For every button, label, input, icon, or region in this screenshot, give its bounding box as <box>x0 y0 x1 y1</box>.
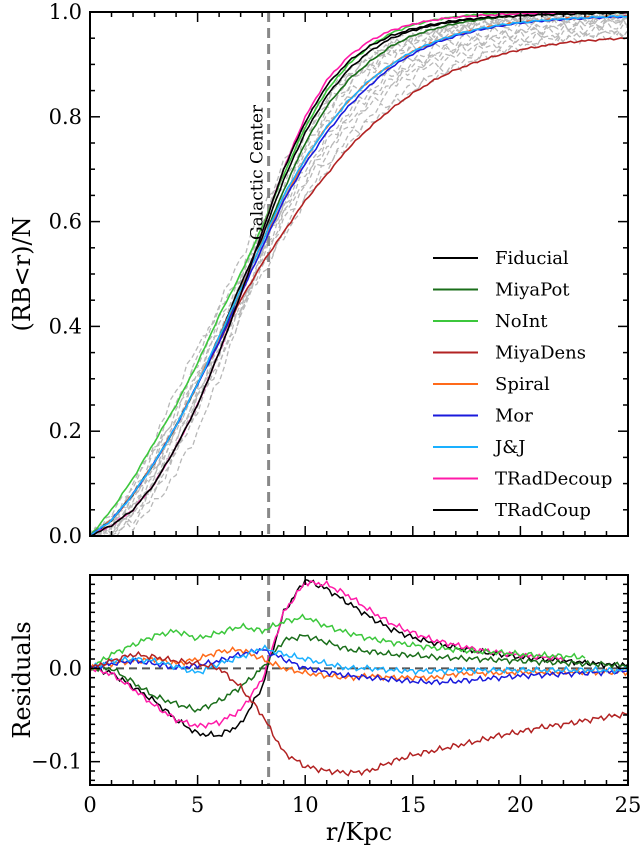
y-tick-label: 1.0 <box>49 0 82 24</box>
background-sample-line <box>89 10 629 533</box>
y-tick-label: 0.4 <box>49 314 82 338</box>
x-tick-label: 15 <box>399 793 426 817</box>
legend-label: Spiral <box>495 374 550 395</box>
background-sample-line <box>89 11 629 537</box>
background-sample-line <box>89 19 629 537</box>
y-tick-label: −0.1 <box>31 750 82 774</box>
series-line-tradcoup <box>89 11 629 537</box>
y-tick-label: 0.2 <box>49 419 82 443</box>
legend: Fiducial MiyaPot NoInt MiyaDens Spiral Mor J&J… <box>433 248 612 521</box>
x-tick-label: 5 <box>191 793 204 817</box>
legend-label: TRadCoup <box>495 500 591 521</box>
y-tick-label: 0.6 <box>49 210 82 234</box>
legend-label: MiyaPot <box>495 280 570 301</box>
x-axis-title: r/Kpc <box>326 818 392 846</box>
legend-label: MiyaDens <box>495 343 586 364</box>
y-tick-label: 0.0 <box>49 656 82 680</box>
legend-label: TRadDecoup <box>495 469 612 490</box>
residual-series-lines <box>89 578 629 777</box>
x-tick-label: 10 <box>292 793 319 817</box>
residual-line-miyadens <box>89 650 629 777</box>
axis-ticks <box>89 11 629 537</box>
legend-label: Fiducial <box>495 248 569 269</box>
cumulative-distribution-panel: 0.0 0.2 0.4 0.6 0.8 1.0 Galactic Center (RB<r… <box>8 0 629 548</box>
residual-line-noint <box>89 613 586 671</box>
model-series-lines <box>89 11 629 537</box>
y-axis-title: Residuals <box>8 621 36 738</box>
residuals-panel: 0.0 −0.10 5 10 15 20 25 Residuals r/Kpc <box>8 574 641 846</box>
y-tick-label: 0.0 <box>49 524 82 548</box>
plot-frame <box>89 574 629 786</box>
y-tick-labels: 0.0 0.2 0.4 0.6 0.8 1.0 <box>49 0 82 548</box>
residual-line-mor <box>89 647 629 686</box>
legend-label: J&J <box>493 437 525 458</box>
galactic-center-label: Galactic Center <box>248 104 268 240</box>
tick-labels: 0.0 −0.10 5 10 15 20 25 <box>31 656 641 817</box>
legend-label: NoInt <box>495 311 548 332</box>
residual-line-j-j <box>90 644 629 676</box>
legend-label: Mor <box>495 406 533 427</box>
y-axis-title: (RB<r)/N <box>8 216 36 331</box>
x-tick-label: 20 <box>507 793 534 817</box>
residual-line-tradcoup <box>89 578 629 738</box>
background-sample-line <box>89 27 629 537</box>
series-line-j-j <box>89 15 629 537</box>
y-tick-label: 0.8 <box>49 105 82 129</box>
plot-frame <box>89 11 629 537</box>
x-tick-label: 25 <box>615 793 642 817</box>
background-sample-line <box>89 24 629 537</box>
background-sample-line <box>89 11 629 537</box>
x-tick-label: 0 <box>83 793 96 817</box>
residual-line-miyapot <box>89 633 629 713</box>
